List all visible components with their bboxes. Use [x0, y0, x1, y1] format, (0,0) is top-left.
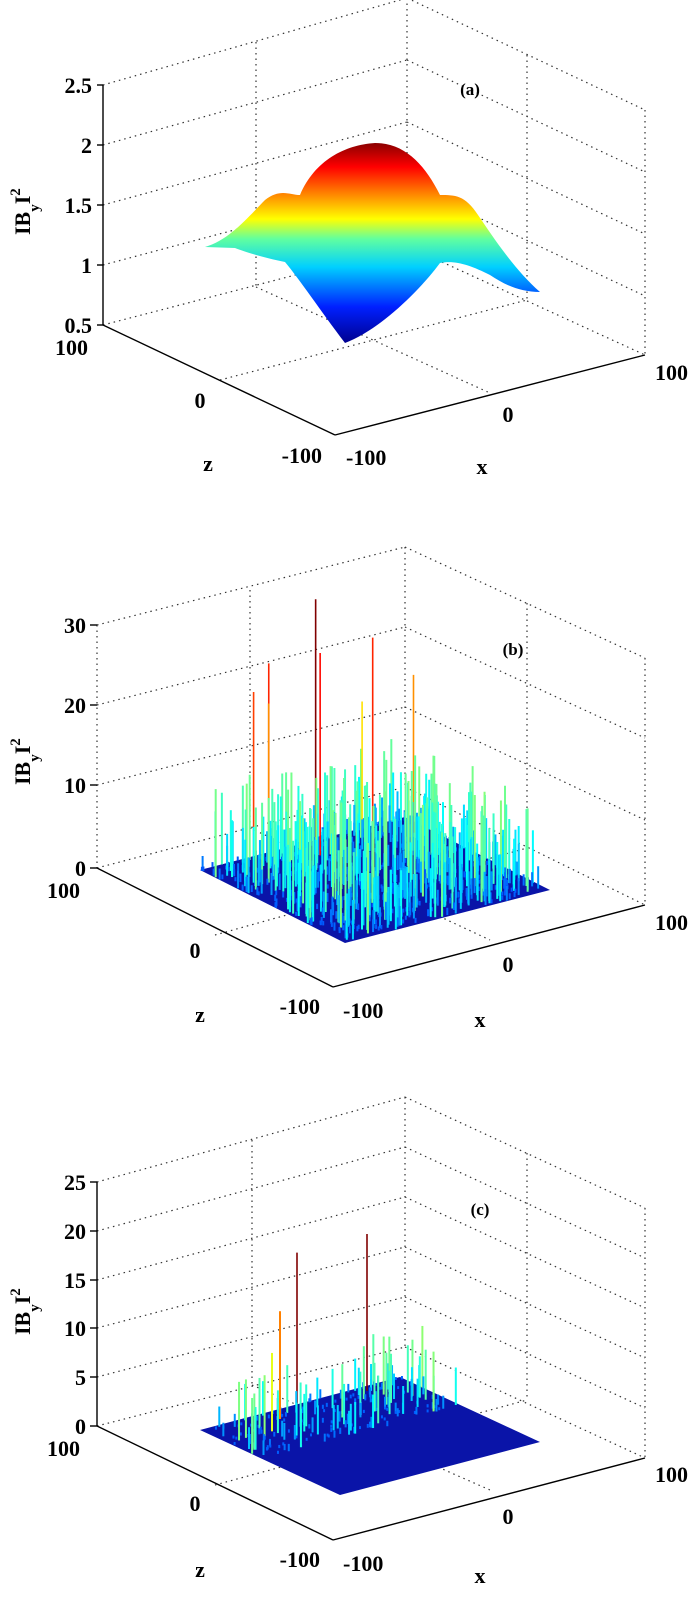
- xtick-label: -100: [346, 445, 386, 470]
- surface-c: [200, 1234, 540, 1495]
- ztick-label: 100: [47, 878, 80, 903]
- ytick-label: 0: [75, 1414, 86, 1439]
- axes: [90, 1181, 646, 1541]
- surface-plot-b: 30 20 10 0 100 0 -100 -100 0 100 z x IBy…: [8, 546, 688, 1032]
- ztick-label: -100: [280, 994, 320, 1019]
- ytick-label: 10: [64, 773, 86, 798]
- panel-label: (c): [471, 1200, 490, 1219]
- ytick-label: 25: [64, 1170, 86, 1195]
- svg-text:IByI2: IByI2: [8, 188, 43, 235]
- ytick-label: 30: [64, 613, 86, 638]
- xtick-label: 100: [655, 910, 688, 935]
- ytick-label: 0: [75, 856, 86, 881]
- ztick-label: -100: [282, 443, 322, 468]
- z-axis-label: z: [203, 451, 213, 476]
- svg-text:IByI2: IByI2: [8, 738, 43, 785]
- z-axis-label: z: [195, 1002, 205, 1027]
- x-axis-label: x: [475, 1007, 486, 1032]
- xtick-label: 100: [655, 1462, 688, 1487]
- ytick-label: 2.5: [65, 73, 93, 98]
- panel-b: 30 20 10 0 100 0 -100 -100 0 100 z x IBy…: [0, 530, 700, 1050]
- ztick-label: 0: [195, 388, 206, 413]
- surface-a: [205, 143, 540, 343]
- z-axis-label: z: [195, 1557, 205, 1582]
- ytick-label: 5: [75, 1365, 86, 1390]
- surface-b: [200, 599, 550, 943]
- xtick-label: 100: [655, 360, 688, 385]
- y-axis-label: IByI2: [8, 188, 43, 235]
- x-axis-label: x: [475, 1563, 486, 1588]
- xtick-label: -100: [343, 1551, 383, 1576]
- xtick-label: 0: [503, 1504, 514, 1529]
- ztick-label: 0: [190, 938, 201, 963]
- ztick-label: 0: [190, 1491, 201, 1516]
- ytick-label: 1.5: [65, 193, 93, 218]
- xtick-label: -100: [343, 998, 383, 1023]
- ytick-label: 20: [64, 693, 86, 718]
- ztick-label: 100: [47, 1436, 80, 1461]
- panel-c: 25 20 15 10 5 0 100 0 -100 -100 0 100 z …: [0, 1080, 700, 1600]
- axes: [97, 84, 646, 436]
- ytick-label: 2: [81, 133, 92, 158]
- ytick-label: 10: [64, 1316, 86, 1341]
- xtick-label: 0: [503, 952, 514, 977]
- ztick-label: -100: [280, 1547, 320, 1572]
- ztick-label: 100: [55, 335, 88, 360]
- y-axis-label: IByI2: [8, 1288, 43, 1335]
- surface-plot-c: 25 20 15 10 5 0 100 0 -100 -100 0 100 z …: [8, 1096, 688, 1588]
- panel-label: (a): [460, 80, 480, 99]
- panel-label: (b): [503, 640, 524, 659]
- axes: [90, 624, 646, 988]
- y-axis-label: IByI2: [8, 738, 43, 785]
- svg-text:IByI2: IByI2: [8, 1288, 43, 1335]
- grid-lines: [96, 1096, 646, 1491]
- ytick-label: 1: [81, 253, 92, 278]
- panel-a: 2.5 2 1.5 1 0.5 100 0 -100 -100 0 100 z …: [0, 0, 700, 520]
- x-axis-label: x: [477, 454, 488, 479]
- ytick-label: 20: [64, 1219, 86, 1244]
- surface-plot-a: 2.5 2 1.5 1 0.5 100 0 -100 -100 0 100 z …: [8, 0, 688, 479]
- ytick-label: 15: [64, 1268, 86, 1293]
- ytick-label: 0.5: [65, 313, 93, 338]
- xtick-label: 0: [503, 402, 514, 427]
